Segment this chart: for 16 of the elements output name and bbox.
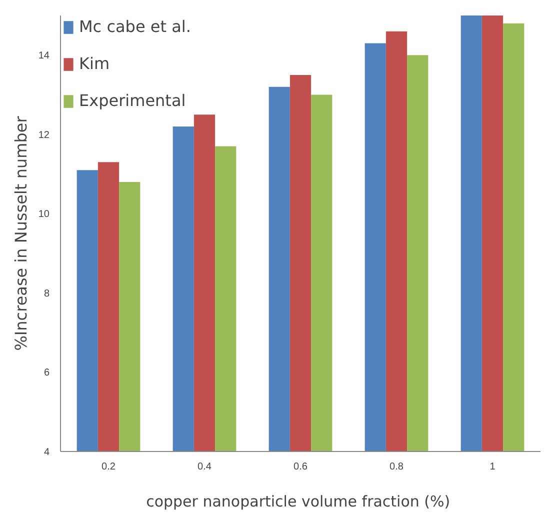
legend-label: Mc cabe et al. <box>79 17 191 36</box>
x-tick-label: 0.8 <box>390 462 404 472</box>
x-tick-label: 0.4 <box>198 462 212 472</box>
x-axis-title: copper nanoparticle volume fraction (%) <box>146 492 450 510</box>
y-tick-label: 10 <box>38 209 50 220</box>
x-tick-label: 0.2 <box>102 462 116 472</box>
y-axis-title: %Increase in Nusselt number <box>11 116 30 351</box>
legend-label: Experimental <box>79 91 186 110</box>
y-tick-label: 8 <box>44 288 50 300</box>
y-tick-label: 4 <box>44 447 50 458</box>
legend-label: Kim <box>79 54 110 73</box>
y-tick-label: 12 <box>38 130 50 141</box>
y-tick-label: 14 <box>38 50 50 62</box>
x-tick-label: 0.6 <box>294 462 308 472</box>
x-tick-label: 1 <box>490 462 496 472</box>
y-tick-label: 6 <box>44 368 50 379</box>
